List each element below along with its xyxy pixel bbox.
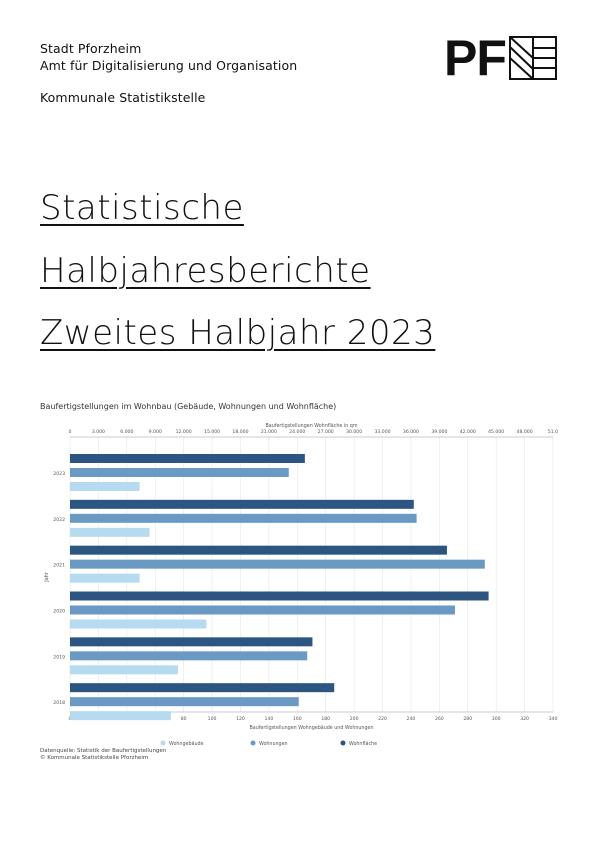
top-axis-tick-label: 24.000 — [289, 429, 305, 435]
bottom-axis-tick-label: 300 — [492, 716, 501, 722]
bar — [70, 468, 289, 477]
category-label: 2023 — [53, 471, 65, 477]
top-axis-tick-label: 48.000 — [517, 429, 533, 435]
top-axis-tick-label: 42.000 — [460, 429, 476, 435]
top-axis-tick-label: 45.000 — [488, 429, 504, 435]
bottom-axis-tick-label: 180 — [321, 716, 330, 722]
top-axis-tick-label: 9.000 — [149, 429, 162, 435]
bar-chart: 0 3.000 6.000 9.000 12.000 15.000 18.000 21.000… — [44, 423, 558, 747]
legend-label: Wohnfläche — [349, 741, 377, 747]
bottom-axis-tick-label: 240 — [407, 716, 416, 722]
bottom-axis-tick-label: 80 — [181, 716, 187, 722]
bottom-axis-tick-label: 340 — [549, 716, 558, 722]
top-axis-tick-label: 51.0 — [548, 429, 558, 435]
category-label: 2020 — [53, 609, 65, 615]
bottom-axis-tick-label: 140 — [264, 716, 273, 722]
org-name-line2: Amt für Digitalisierung und Organisation — [40, 58, 298, 73]
category-label: 2021 — [53, 563, 65, 569]
logo-text: PF — [444, 30, 507, 86]
top-axis-tick-label: 33.000 — [374, 429, 390, 435]
bottom-axis-title: Baufertigstellungen Wohngebäude und Wohn… — [249, 725, 373, 731]
top-axis-tick-label: 12.000 — [176, 429, 192, 435]
bottom-axis-tick-label: 260 — [435, 716, 444, 722]
legend-marker — [250, 740, 256, 746]
bottom-axis-tick-label: 320 — [520, 716, 529, 722]
report-title-line3: Zweites Halbjahr 2023 — [40, 313, 436, 353]
logo-mark-icon — [508, 36, 557, 80]
bottom-axis-tick-label: 200 — [350, 716, 359, 722]
bar — [70, 651, 308, 661]
top-axis-tick-label: 6.000 — [120, 429, 133, 435]
top-axis-tick-label: 0 — [69, 429, 72, 435]
top-axis-tick-label: 18.000 — [232, 429, 248, 435]
department-name: Kommunale Statistikstelle — [40, 90, 206, 105]
bottom-axis-tick-label: 120 — [236, 716, 245, 722]
report-title-line1: Statistische — [40, 188, 244, 228]
bottom-axis-tick-label: 100 — [208, 716, 217, 722]
report-title-line2: Halbjahresberichte — [40, 251, 371, 291]
bar — [70, 591, 489, 601]
top-axis-tick-label: 3.000 — [92, 429, 105, 435]
top-axis-tick-label: 39.000 — [431, 429, 447, 435]
bar — [70, 697, 299, 707]
category-label: 2019 — [53, 654, 65, 660]
category-label: 2018 — [53, 700, 65, 706]
bar — [70, 513, 417, 523]
bottom-axis-tick-label: 280 — [463, 716, 472, 722]
top-axis-tick-label: 30.000 — [346, 429, 362, 435]
bottom-axis-tick-label: 220 — [378, 716, 387, 722]
bar — [70, 637, 313, 647]
bar — [70, 454, 305, 463]
legend-marker — [340, 740, 346, 746]
city-logo: PF — [444, 30, 557, 86]
bar — [70, 665, 178, 675]
category-label: 2022 — [53, 517, 65, 523]
bar — [70, 605, 455, 615]
legend-marker — [160, 740, 166, 746]
bar — [70, 559, 485, 569]
bottom-axis-tick-label: 160 — [293, 716, 302, 722]
bar — [70, 619, 207, 629]
bar — [70, 711, 171, 721]
bar — [70, 683, 335, 693]
source-note-line1: Datenquelle: Statistik der Baufertigstel… — [40, 748, 167, 754]
bar — [70, 527, 150, 537]
legend-label: Wohnungen — [259, 741, 288, 747]
top-axis-title: Baufertigstellungen Wohnfläche in qm — [266, 423, 358, 429]
chart-title: Baufertigstellungen im Wohnbau (Gebäude,… — [40, 402, 337, 411]
bar — [70, 499, 414, 509]
top-axis-tick-label: 21.000 — [261, 429, 277, 435]
legend-label: Wohngebäude — [169, 741, 204, 747]
bar — [70, 573, 140, 583]
top-axis-tick-label: 15.000 — [204, 429, 220, 435]
top-axis-tick-label: 27.000 — [318, 429, 334, 435]
y-axis-title: Jahr — [44, 572, 50, 582]
org-name-line1: Stadt Pforzheim — [40, 41, 142, 56]
source-note-line2: © Kommunale Statistikstelle Pforzheim — [40, 755, 149, 761]
bar — [70, 545, 447, 555]
top-axis-tick-label: 36.000 — [403, 429, 419, 435]
bar — [70, 482, 140, 491]
